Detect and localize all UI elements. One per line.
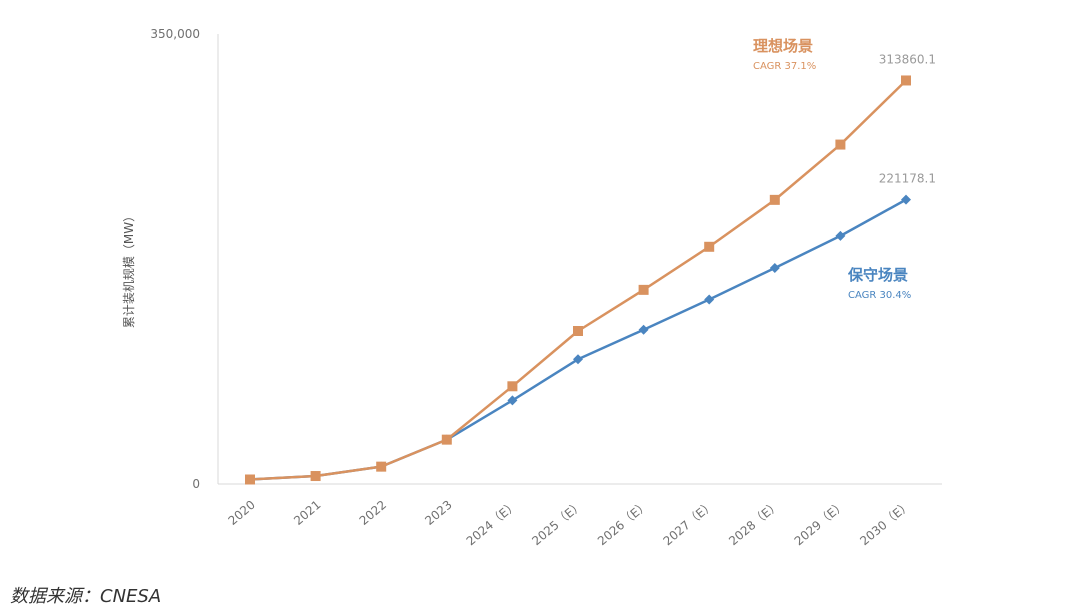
x-tick-label: 2022 (357, 498, 389, 528)
y-tick-label: 350,000 (150, 27, 200, 41)
data-point-diamond (638, 324, 649, 335)
data-point-square (507, 381, 518, 392)
x-tick-label: 2030（E） (857, 498, 914, 549)
data-point-square (769, 194, 780, 205)
y-axis-title: 累计装机规模（MW） (121, 210, 136, 328)
data-point-square (901, 75, 911, 86)
x-tick-label: 2025（E） (529, 498, 586, 549)
end-value-label: 313860.1 (879, 52, 936, 66)
x-tick-label: 2026（E） (595, 498, 652, 549)
x-tick-label: 2023 (422, 498, 454, 528)
x-tick-label: 2024（E） (464, 498, 521, 549)
series-layer (245, 75, 911, 485)
data-point-square (441, 434, 452, 445)
data-point-square (704, 241, 715, 252)
data-point-diamond (573, 354, 583, 365)
data-point-square (310, 471, 321, 482)
scenario-cagr-label: CAGR 37.1% (753, 61, 816, 72)
end-value-label: 221178.1 (879, 172, 936, 186)
x-tick-label: 2021 (291, 498, 323, 528)
x-tick-label: 2028（E） (726, 498, 783, 549)
x-tick-label: 2020 (226, 498, 258, 528)
data-point-diamond (769, 263, 780, 273)
series-line-conservative (249, 198, 907, 481)
y-tick-label: 0 (192, 477, 200, 491)
x-tick-label: 2029（E） (792, 498, 849, 549)
data-point-square (245, 474, 255, 485)
x-tick-label: 2027（E） (661, 498, 718, 549)
scenario-cagr-label: CAGR 30.4% (848, 290, 911, 301)
data-point-diamond (704, 294, 715, 305)
data-point-diamond (507, 395, 518, 406)
series-line-ideal (249, 79, 907, 481)
data-point-square (376, 461, 387, 472)
axes: 0 350,000 累计装机规模（MW） 2020 2021 2022 2023 2024（E… (121, 27, 942, 548)
data-point-square (573, 326, 583, 336)
data-point-diamond (901, 194, 911, 205)
scenario-name-label: 保守场景 (847, 266, 908, 284)
data-point-square (638, 284, 649, 295)
data-point-diamond (835, 230, 846, 241)
data-source-note: 数据来源：CNESA (10, 586, 162, 607)
data-point-square (835, 139, 846, 150)
scenario-name-label: 理想场景 (753, 37, 813, 55)
labels-layer: 221178.1 313860.1 理想场景 CAGR 37.1% 保守场景 CAGR 3… (753, 37, 936, 301)
